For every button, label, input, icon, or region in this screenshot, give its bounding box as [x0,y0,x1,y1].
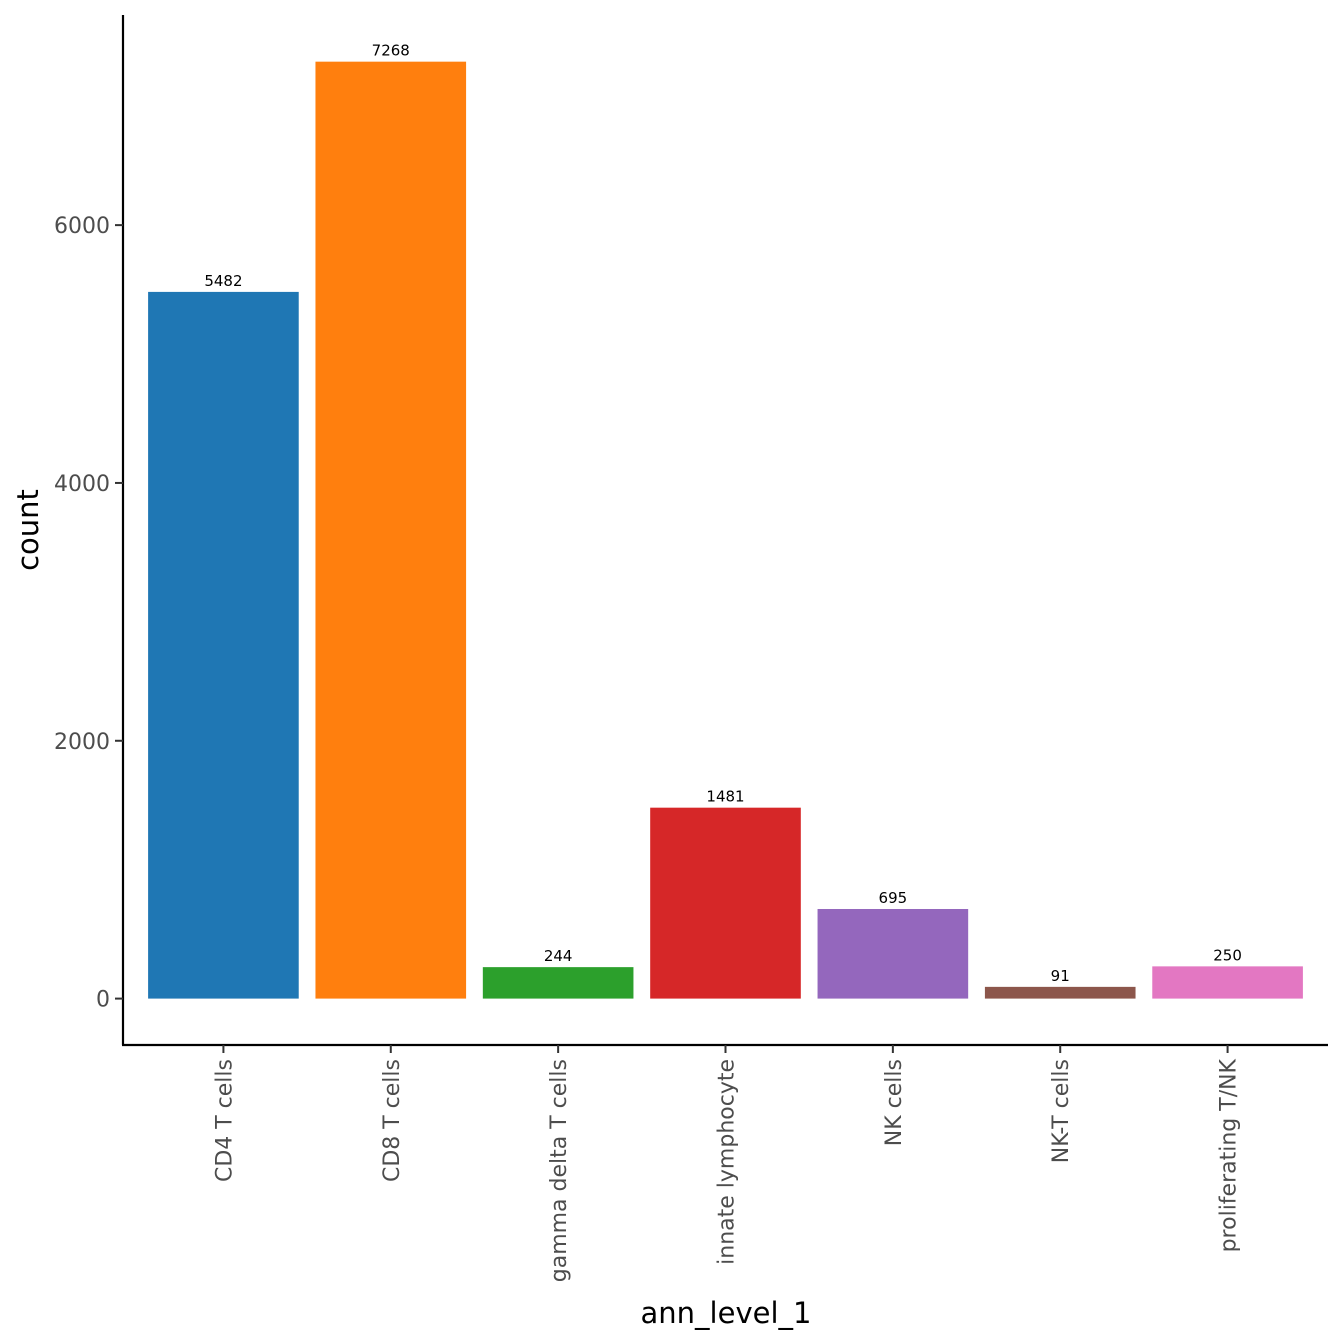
x-tick-label: CD8 T cells [380,1059,405,1182]
x-tick-label: gamma delta T cells [547,1059,572,1282]
y-tick-label: 0 [96,988,110,1013]
x-tick-label: innate lymphocyte [715,1059,740,1265]
data-label: 91 [1051,967,1070,985]
x-tick-label: NK-T cells [1049,1059,1074,1163]
y-tick-label: 4000 [54,472,110,497]
x-ticks-group: CD4 T cells CD8 T cells gamma delta T cell… [212,1045,1242,1282]
data-labels-group: 5482 7268 244 1481 695 91 250 [204,42,1242,985]
bar [148,291,299,999]
y-ticks-group: 0 2000 4000 6000 [54,214,123,1013]
data-label: 7268 [372,42,410,60]
data-label: 695 [879,889,908,907]
data-label: 244 [544,947,573,965]
bar [984,986,1136,999]
x-tick-label: CD4 T cells [212,1059,237,1182]
data-label: 5482 [204,272,242,290]
y-tick-label: 2000 [54,730,110,755]
bar [482,967,634,999]
x-tick-label: NK cells [882,1059,907,1146]
bars-group [148,61,1303,999]
x-tick-label: proliferating T/NK [1217,1058,1242,1252]
x-axis-title: ann_level_1 [641,1296,812,1330]
bar [817,908,969,999]
data-label: 250 [1213,946,1242,964]
y-axis-title: count [11,489,45,571]
y-tick-label: 6000 [54,214,110,239]
bar [650,807,801,999]
bar [315,61,467,999]
bar [1152,966,1303,999]
data-label: 1481 [706,788,744,806]
